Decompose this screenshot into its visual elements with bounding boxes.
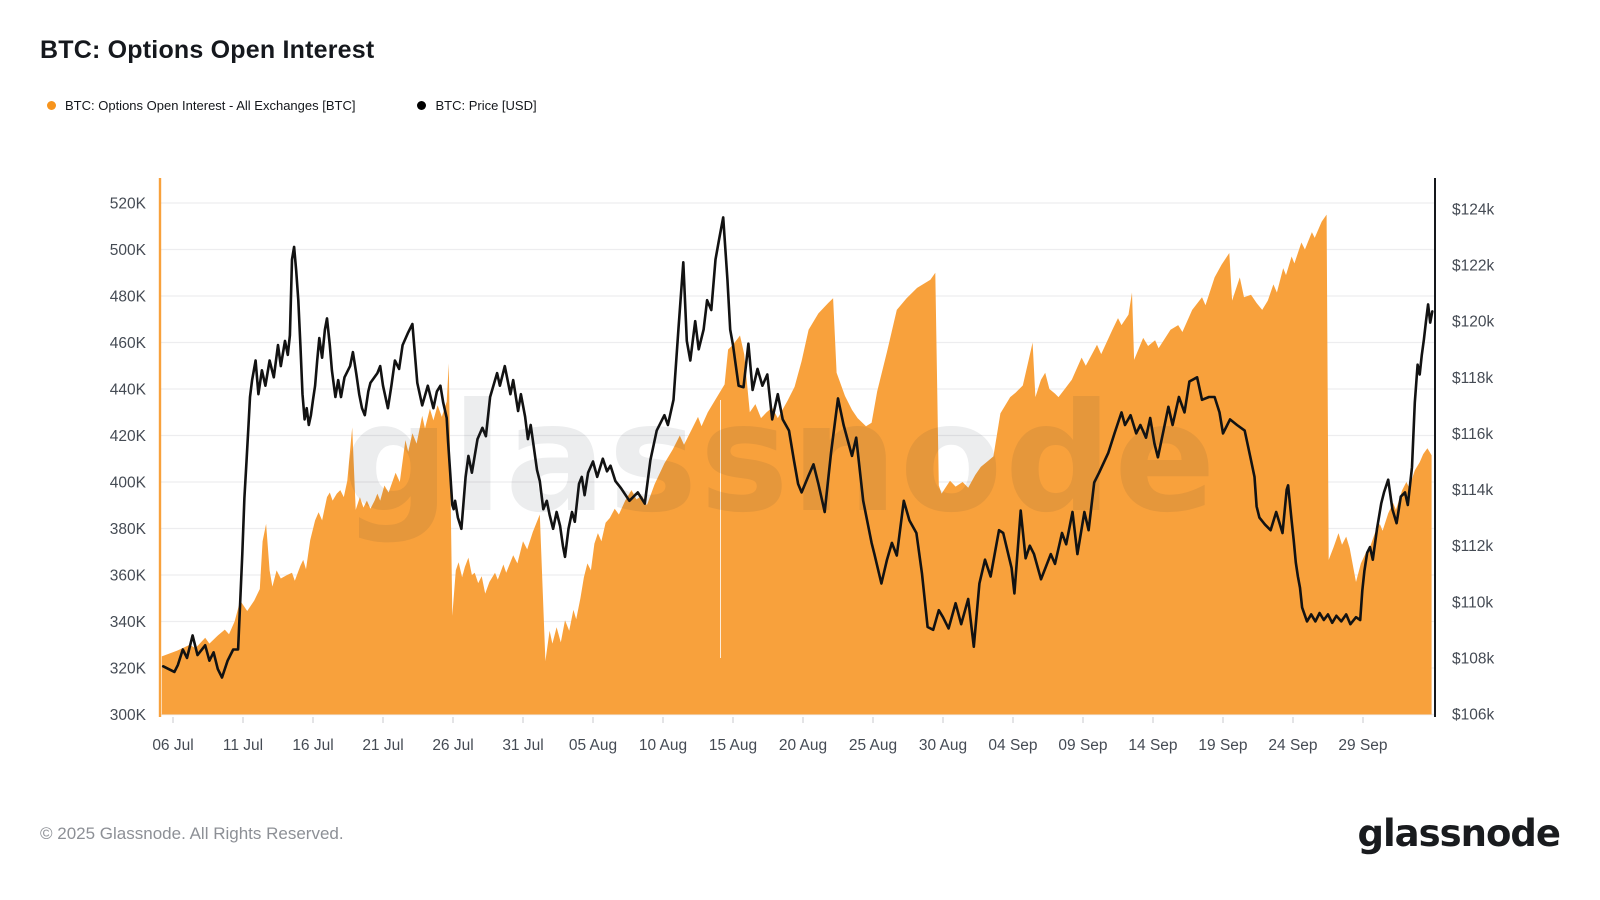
copyright-text: © 2025 Glassnode. All Rights Reserved. xyxy=(40,824,344,843)
x-axis-label-09-Sep: 09 Sep xyxy=(1058,737,1107,754)
x-axis-label-21-Jul: 21 Jul xyxy=(362,737,403,754)
right-axis-label-116k: $116k xyxy=(1452,426,1493,443)
legend-dot-orange-icon xyxy=(47,101,56,110)
x-axis-label-06-Jul: 06 Jul xyxy=(152,737,193,754)
legend-label-open-interest: BTC: Options Open Interest - All Exchang… xyxy=(65,98,356,113)
left-axis-label-520k: 520K xyxy=(110,196,147,213)
price-line-series xyxy=(161,216,1434,679)
x-axis-label-19-Sep: 19 Sep xyxy=(1198,737,1247,754)
x-axis-label-16-Jul: 16 Jul xyxy=(292,737,333,754)
page-title: BTC: Options Open Interest xyxy=(40,36,375,64)
x-axis-label-26-Jul: 26 Jul xyxy=(432,737,473,754)
left-axis-label-500k: 500K xyxy=(110,242,147,259)
right-axis-label-108k: $108k xyxy=(1452,650,1494,667)
x-axis-label-14-Sep: 14 Sep xyxy=(1128,737,1177,754)
x-axis-label-05-Aug: 05 Aug xyxy=(569,737,617,754)
x-axis-label-25-Aug: 25 Aug xyxy=(849,737,897,754)
right-axis-label-122k: $122k xyxy=(1452,258,1494,275)
left-axis-label-400k: 400K xyxy=(110,475,147,492)
x-axis-label-29-Sep: 29 Sep xyxy=(1338,737,1387,754)
right-axis-label-110k: $110k xyxy=(1452,594,1493,611)
left-axis-label-420k: 420K xyxy=(110,428,147,445)
x-axis-label-31-Jul: 31 Jul xyxy=(502,737,543,754)
left-axis-label-440k: 440K xyxy=(110,382,147,399)
left-axis-label-320k: 320K xyxy=(110,661,147,678)
right-axis-label-124k: $124k xyxy=(1452,202,1494,219)
glassnode-wordmark: glassnode xyxy=(1357,812,1561,855)
right-axis-label-112k: $112k xyxy=(1452,538,1493,555)
legend-label-price: BTC: Price [USD] xyxy=(435,98,537,113)
legend-item-open-interest[interactable]: BTC: Options Open Interest - All Exchang… xyxy=(47,98,355,113)
left-axis-label-340k: 340K xyxy=(110,614,147,631)
left-axis-label-480k: 480K xyxy=(110,289,147,306)
x-axis-label-04-Sep: 04 Sep xyxy=(988,737,1037,754)
glassnode-watermark: glassnode xyxy=(342,372,1218,546)
legend-dot-black-icon xyxy=(417,101,427,110)
left-axis-label-300k: 300K xyxy=(110,707,147,724)
left-axis-label-460k: 460K xyxy=(110,335,147,352)
chart-legend: BTC: Options Open Interest - All Exchang… xyxy=(47,98,537,113)
right-axis-label-114k: $114k xyxy=(1452,482,1493,499)
x-axis-label-15-Aug: 15 Aug xyxy=(709,737,757,754)
right-axis-label-118k: $118k xyxy=(1452,370,1493,387)
x-axis-label-11-Jul: 11 Jul xyxy=(223,737,263,754)
open-interest-area-series xyxy=(161,214,1432,715)
x-axis-label-24-Sep: 24 Sep xyxy=(1268,737,1317,754)
x-axis-label-30-Aug: 30 Aug xyxy=(919,737,967,754)
x-axis-label-20-Aug: 20 Aug xyxy=(779,737,827,754)
right-axis-label-106k: $106k xyxy=(1452,707,1494,724)
legend-item-price[interactable]: BTC: Price [USD] xyxy=(417,98,537,113)
x-axis-label-10-Aug: 10 Aug xyxy=(639,737,687,754)
left-axis-label-360k: 360K xyxy=(110,568,147,585)
left-axis-label-380k: 380K xyxy=(110,521,147,538)
right-axis-label-120k: $120k xyxy=(1452,314,1494,331)
